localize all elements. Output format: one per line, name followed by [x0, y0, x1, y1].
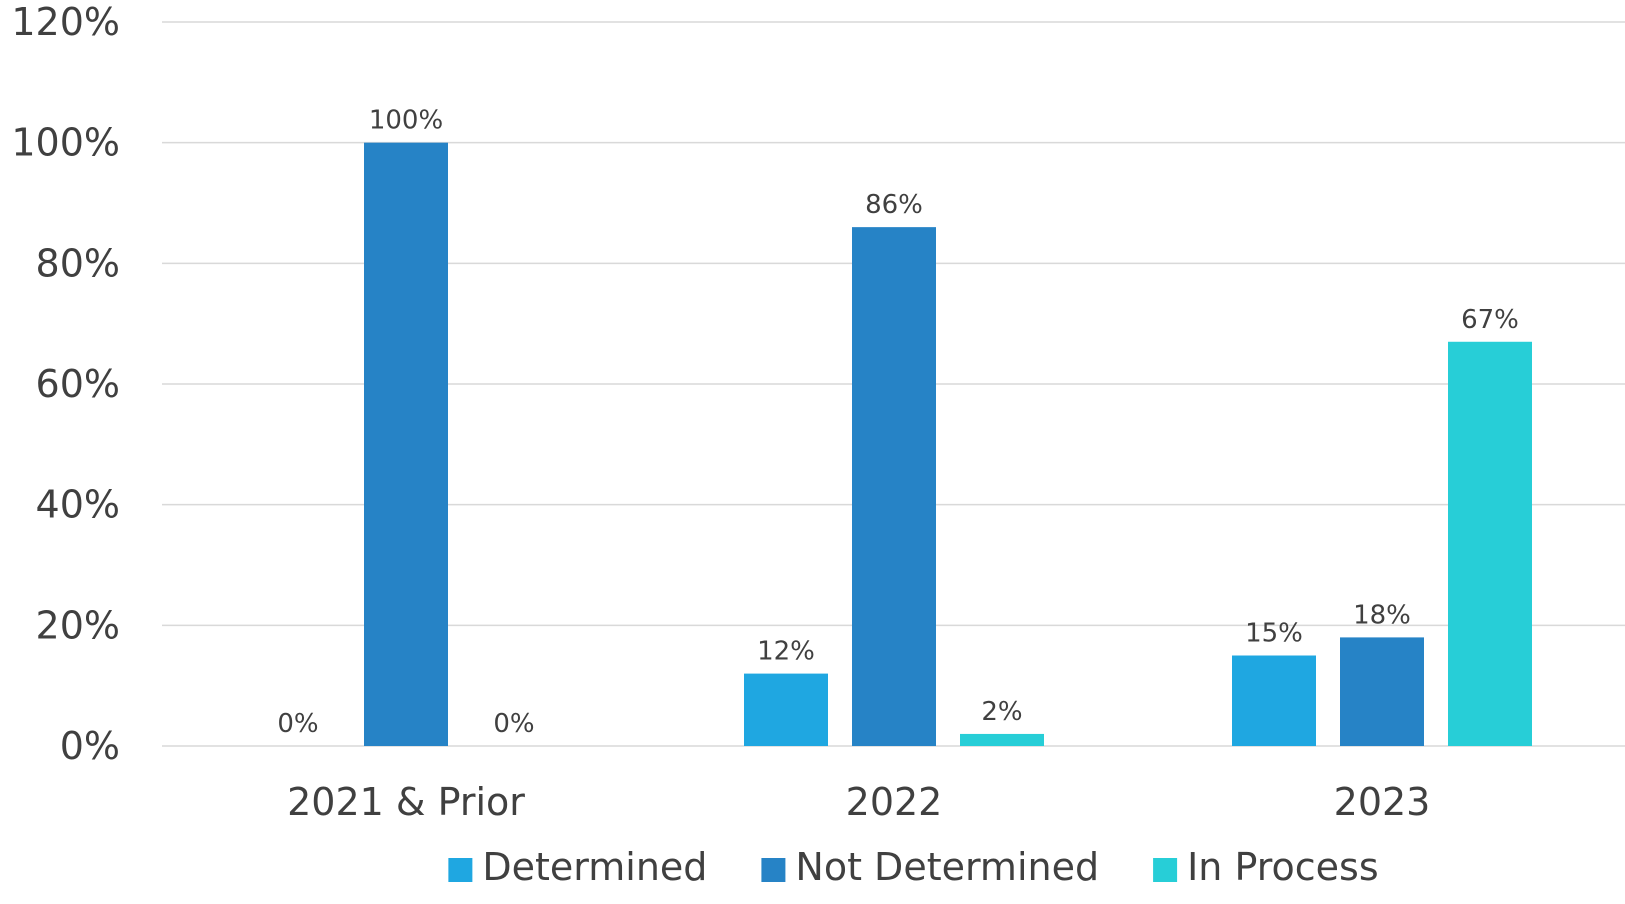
bar-not-determined-0[interactable]: [364, 142, 448, 746]
legend-swatch: [448, 858, 473, 882]
data-label: 100%: [369, 106, 443, 136]
bar-determined-1[interactable]: [744, 673, 828, 746]
legend-item-determined[interactable]: Determined: [448, 845, 707, 889]
y-tick-label: 0%: [60, 724, 120, 768]
y-tick-label: 40%: [36, 483, 120, 527]
data-label: 0%: [277, 709, 318, 739]
y-axis: 0% 20% 40% 60% 80% 100% 120%: [11, 0, 120, 768]
legend-label: Determined: [482, 845, 707, 889]
y-tick-label: 80%: [36, 241, 120, 285]
data-label: 2%: [981, 697, 1022, 727]
legend-swatch: [761, 858, 786, 882]
legend[interactable]: Determined Not Determined In Process: [448, 845, 1379, 889]
y-tick-label: 20%: [36, 603, 120, 647]
legend-item-in-process[interactable]: In Process: [1153, 845, 1379, 889]
data-label: 0%: [493, 709, 534, 739]
data-labels: 0% 100% 0% 12% 86% 2% 15% 18% 67%: [277, 106, 1519, 739]
y-tick-label: 60%: [36, 362, 120, 406]
bar-not-determined-2[interactable]: [1340, 637, 1424, 746]
legend-item-not-determined[interactable]: Not Determined: [761, 845, 1099, 889]
legend-label: Not Determined: [795, 845, 1099, 889]
data-label: 86%: [865, 190, 923, 220]
bar-not-determined-1[interactable]: [852, 227, 936, 747]
data-label: 15%: [1245, 619, 1303, 649]
bar-in-process-2[interactable]: [1448, 341, 1532, 746]
y-tick-label: 120%: [11, 0, 120, 44]
legend-label: In Process: [1187, 845, 1379, 889]
x-tick-label: 2023: [1334, 780, 1431, 824]
x-axis: 2021 & Prior 2022 2023: [287, 780, 1430, 824]
legend-swatch: [1153, 858, 1178, 882]
bar-determined-2[interactable]: [1232, 655, 1316, 747]
data-label: 12%: [757, 637, 815, 667]
data-label: 67%: [1461, 305, 1519, 335]
y-tick-label: 100%: [11, 121, 120, 165]
bars: [364, 142, 1532, 747]
bar-in-process-1[interactable]: [960, 733, 1044, 746]
data-label: 18%: [1353, 600, 1411, 630]
x-tick-label: 2022: [846, 780, 943, 824]
x-tick-label: 2021 & Prior: [287, 780, 525, 824]
